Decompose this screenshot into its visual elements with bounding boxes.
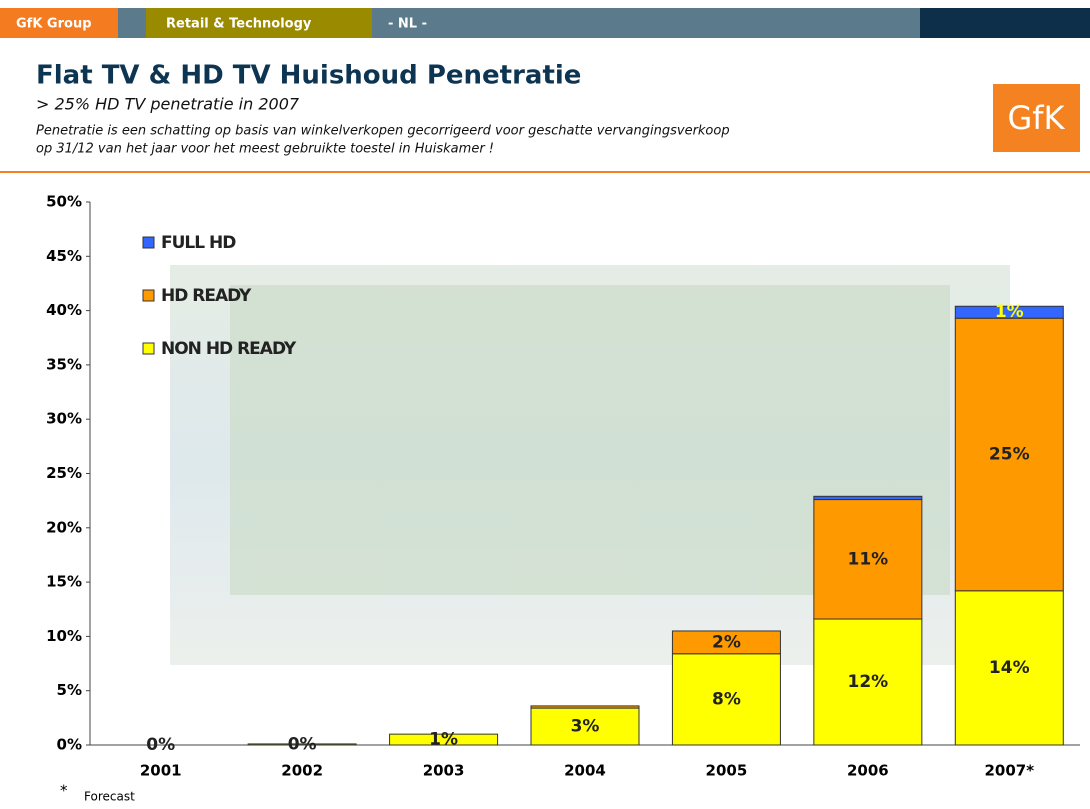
slide: GfK Group Retail & Technology - NL - Fla… (0, 0, 1090, 805)
subtitle: > 25% HD TV penetratie in 2007 (36, 95, 300, 114)
x-tick-label: 2007* (984, 762, 1034, 780)
value-label: 12% (848, 672, 889, 692)
value-label: 3% (571, 717, 600, 737)
value-label: 1% (429, 730, 458, 750)
y-tick-label: 0% (57, 736, 82, 754)
unit: Retail & Technology (166, 17, 312, 32)
y-tick-label: 5% (57, 681, 82, 699)
bar-segment (814, 496, 922, 499)
title: Flat TV & HD TV Huishoud Penetratie (36, 61, 581, 91)
note: op 31/12 van het jaar voor het meest geb… (36, 142, 494, 157)
value-label: 11% (848, 549, 889, 569)
y-tick-label: 35% (46, 355, 82, 373)
country: - NL - (388, 17, 427, 32)
value-label: 0% (288, 734, 317, 754)
y-tick-label: 45% (46, 247, 82, 265)
x-tick-label: 2004 (564, 762, 606, 780)
value-label: 1% (995, 302, 1024, 322)
value-label: 0% (146, 735, 175, 755)
page: GfK Group Retail & Technology - NL - Fla… (0, 0, 1090, 805)
footnote: Forecast (84, 790, 135, 804)
value-label: 25% (989, 444, 1030, 464)
x-tick-label: 2006 (847, 762, 889, 780)
value-label: 8% (712, 689, 741, 709)
legend-label: HD READY (161, 286, 252, 306)
y-tick-label: 40% (46, 301, 82, 319)
value-label: 2% (712, 632, 741, 652)
logo: GfK (1007, 99, 1065, 137)
y-tick-label: 30% (46, 410, 82, 428)
legend-label: FULL HD (161, 233, 236, 253)
legend-swatch (143, 237, 154, 248)
bar-segment (531, 706, 639, 708)
value-label: 14% (989, 658, 1030, 678)
footnote-mark: * (60, 782, 68, 800)
y-tick-label: 15% (46, 573, 82, 591)
x-tick-label: 2002 (281, 762, 323, 780)
x-tick-label: 2003 (423, 762, 465, 780)
y-tick-label: 10% (46, 627, 82, 645)
dark-tab (920, 8, 1090, 38)
note: Penetratie is een schatting op basis van… (36, 124, 730, 139)
y-tick-label: 50% (46, 193, 82, 211)
y-tick-label: 25% (46, 464, 82, 482)
legend-swatch (143, 290, 154, 301)
group: GfK Group (16, 17, 92, 32)
y-tick-label: 20% (46, 518, 82, 536)
legend-label: NON HD READY (161, 339, 297, 359)
x-tick-label: 2005 (706, 762, 748, 780)
x-tick-label: 2001 (140, 762, 182, 780)
legend-swatch (143, 343, 154, 354)
